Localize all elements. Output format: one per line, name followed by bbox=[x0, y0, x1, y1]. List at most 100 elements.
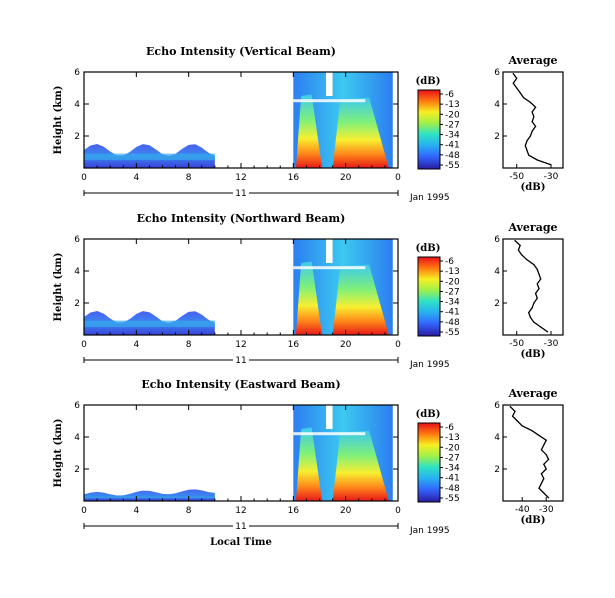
profile-point bbox=[536, 268, 538, 270]
profile-point bbox=[526, 259, 528, 261]
profile-point bbox=[538, 273, 540, 275]
profile-point bbox=[524, 145, 526, 147]
colorbar-tick-label: -6 bbox=[445, 90, 454, 100]
y-tick-label: 2 bbox=[74, 299, 80, 309]
profile-point bbox=[519, 244, 521, 246]
colorbar-tick-label: -27 bbox=[445, 120, 460, 130]
profile-point bbox=[538, 288, 540, 290]
x-tick-label: 16 bbox=[288, 173, 300, 183]
colorbar-unit: (dB) bbox=[416, 76, 441, 87]
profile-x-tick-label: -50 bbox=[509, 339, 524, 349]
plume-2 bbox=[332, 97, 389, 168]
profile-point bbox=[540, 278, 542, 280]
profile-point bbox=[538, 434, 540, 436]
x-tick-label: 20 bbox=[340, 173, 352, 183]
y-axis-label: Height (km) bbox=[53, 253, 64, 322]
x-tick-label: 16 bbox=[288, 506, 300, 516]
profile-x-tick-label: -30 bbox=[544, 172, 559, 182]
colorbar-tick-label: -13 bbox=[445, 433, 460, 443]
profile-point bbox=[519, 92, 521, 94]
day-label-bg bbox=[233, 521, 249, 530]
profile-point bbox=[526, 149, 528, 151]
profile-point bbox=[529, 316, 532, 318]
profile-point bbox=[534, 292, 537, 294]
colorbar-unit: (dB) bbox=[416, 243, 441, 254]
low-echo-core bbox=[84, 153, 215, 161]
profile-point bbox=[521, 425, 523, 427]
plume-1 bbox=[295, 261, 323, 335]
x-tick-label: 0 bbox=[395, 506, 401, 516]
profile-y-tick-label: 2 bbox=[494, 465, 500, 475]
x-tick-label: 0 bbox=[81, 506, 87, 516]
chart-title: Echo Intensity (Vertical Beam) bbox=[146, 45, 336, 58]
profile-x-tick-label: -30 bbox=[544, 339, 559, 349]
chart-title: Echo Intensity (Eastward Beam) bbox=[141, 378, 340, 391]
data-gap-line bbox=[293, 266, 366, 270]
x-tick-label: 0 bbox=[81, 340, 87, 350]
colorbar-tick-label: -48 bbox=[445, 484, 460, 494]
profile-point bbox=[548, 497, 550, 499]
profile-line bbox=[514, 240, 548, 333]
profile-point bbox=[545, 454, 547, 456]
low-echo-core bbox=[84, 496, 215, 499]
profile-point bbox=[516, 87, 518, 89]
profile-point bbox=[526, 140, 528, 142]
x-tick-label: 12 bbox=[235, 340, 246, 350]
profile-point bbox=[531, 307, 533, 309]
profile-point bbox=[521, 254, 523, 256]
x-tick-label: 0 bbox=[81, 173, 87, 183]
profile-point bbox=[516, 420, 519, 422]
profile-title: Average bbox=[507, 387, 557, 400]
colorbar bbox=[417, 422, 441, 503]
data-gap-line bbox=[293, 99, 366, 103]
x-tick-label: 0 bbox=[395, 173, 401, 183]
profile-point bbox=[531, 130, 533, 132]
colorbar-tick-label: -55 bbox=[445, 161, 460, 171]
y-axis-label: Height (km) bbox=[53, 86, 64, 155]
profile-point bbox=[534, 125, 537, 127]
profile-point bbox=[543, 463, 545, 465]
day-label: 11 bbox=[235, 189, 246, 199]
day-label-bg bbox=[233, 355, 249, 364]
y-tick-label: 6 bbox=[74, 401, 80, 411]
colorbar-tick-label: -41 bbox=[445, 141, 460, 151]
y-axis-label: Height (km) bbox=[53, 419, 64, 488]
profile-point bbox=[540, 473, 543, 475]
colorbar-tick-label: -20 bbox=[445, 443, 460, 453]
colorbar-tick-label: -13 bbox=[445, 100, 460, 110]
profile-frame bbox=[502, 404, 564, 502]
profile-point bbox=[540, 482, 543, 484]
profile-title: Average bbox=[507, 54, 557, 67]
plume-1 bbox=[295, 427, 323, 501]
colorbar bbox=[417, 256, 441, 337]
profile-point bbox=[534, 106, 537, 108]
profile-point bbox=[536, 283, 538, 285]
profile-point bbox=[528, 154, 530, 156]
profile-point bbox=[548, 458, 550, 460]
colorbar-tick-label: -34 bbox=[445, 298, 460, 308]
profile-x-label: (dB) bbox=[521, 515, 546, 526]
profile-point bbox=[538, 487, 540, 489]
profile-point bbox=[540, 326, 542, 328]
profile-y-tick-label: 4 bbox=[494, 100, 500, 110]
profile-point bbox=[517, 249, 520, 251]
y-tick-label: 6 bbox=[74, 235, 80, 245]
profile-y-tick-label: 4 bbox=[494, 433, 500, 443]
profile-point bbox=[531, 121, 533, 123]
plume-2 bbox=[332, 430, 389, 501]
profile-frame bbox=[502, 71, 564, 169]
profile-point bbox=[533, 264, 535, 266]
heatmap-field bbox=[84, 405, 393, 501]
profile-point bbox=[516, 77, 518, 79]
colorbar bbox=[417, 89, 441, 170]
colorbar-tick-label: -41 bbox=[445, 474, 460, 484]
profile-y-tick-label: 4 bbox=[494, 267, 500, 277]
colorbar-tick-label: -41 bbox=[445, 308, 460, 318]
profile-point bbox=[533, 302, 535, 304]
x-tick-label: 4 bbox=[133, 340, 139, 350]
profile-point bbox=[536, 297, 538, 299]
panel-2: Echo Intensity (Northward Beam)0 4 8 12 16 20… bbox=[53, 212, 564, 370]
profile-point bbox=[531, 430, 533, 432]
profile-point bbox=[529, 101, 532, 103]
low-echo-core bbox=[84, 320, 215, 328]
